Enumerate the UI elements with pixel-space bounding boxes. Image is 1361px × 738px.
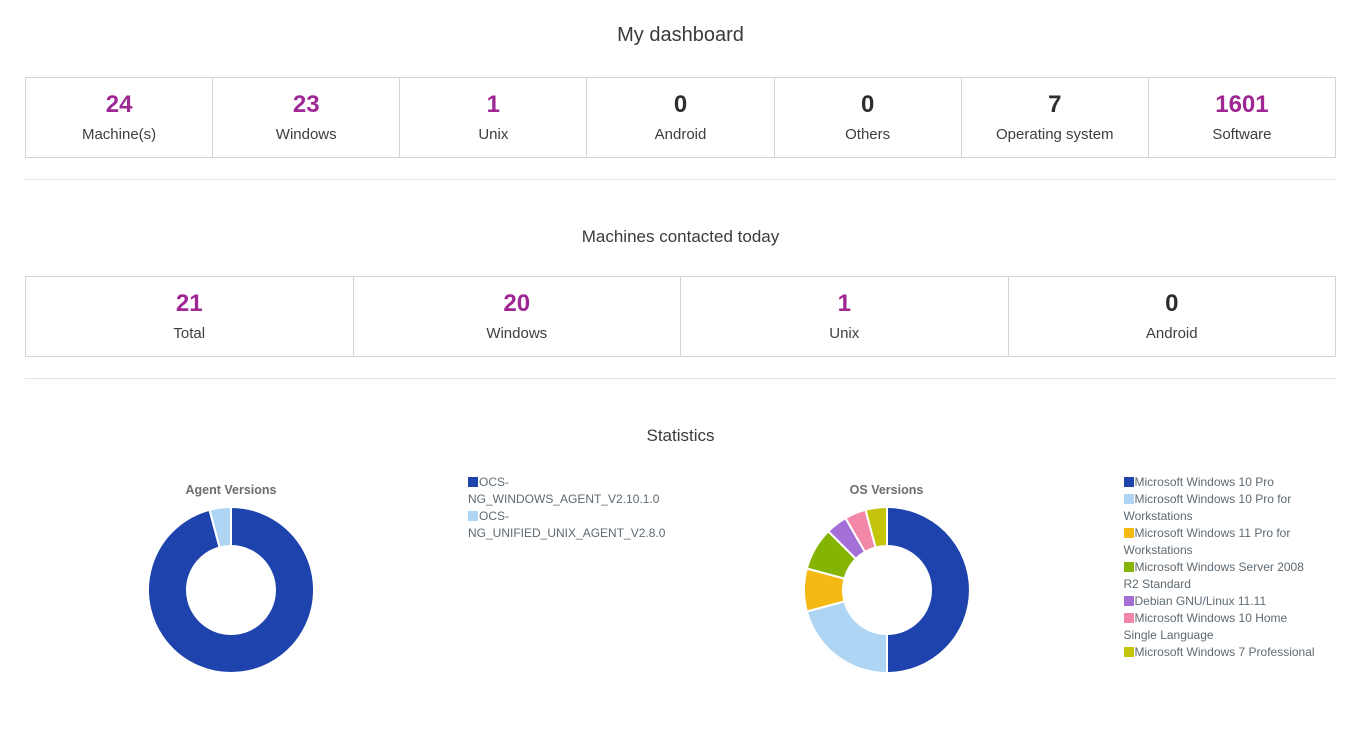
card-others-value: 0	[860, 90, 875, 118]
os-versions-legend-list: Microsoft Windows 10 Pro Microsoft Window…	[1123, 474, 1323, 661]
page-title: My dashboard	[617, 24, 744, 46]
card-others: 0 Others	[774, 78, 962, 157]
card-operating-system-label: Operating system	[996, 126, 1114, 144]
legend-swatch-icon	[1123, 596, 1134, 606]
legend-label: Microsoft Windows Server 2008 R2 Standar…	[1123, 560, 1304, 591]
summary-card-row: 24 Machine(s) 23 Windows 1 Unix 0 Androi…	[25, 77, 1336, 158]
legend-item[interactable]: Microsoft Windows Server 2008 R2 Standar…	[1123, 559, 1323, 593]
card-contacted-android-label: Android	[1145, 325, 1198, 343]
card-software-label: Software	[1212, 126, 1272, 144]
agent-versions-chart-group: Agent Versions OCS-NG_WINDOWS_AGENT_V2.1…	[25, 473, 681, 679]
card-windows-value[interactable]: 23	[292, 90, 320, 118]
agent-versions-donut-chart	[147, 506, 315, 674]
os-versions-chart-title: OS Versions	[849, 483, 924, 497]
card-contacted-windows-label: Windows	[486, 325, 548, 343]
card-contacted-total[interactable]: 21 Total	[26, 277, 354, 356]
legend-label: Debian GNU/Linux 11.11	[1134, 594, 1267, 608]
card-unix-value[interactable]: 1	[486, 90, 501, 118]
donut-slice[interactable]	[885, 506, 971, 674]
card-software[interactable]: 1601 Software	[1148, 78, 1335, 157]
divider	[25, 179, 1336, 180]
legend-item[interactable]: Microsoft Windows 10 Pro	[1123, 474, 1323, 491]
os-versions-chart-group: OS Versions Microsoft Windows 10 Pro Micr…	[681, 473, 1337, 679]
legend-swatch-icon	[1123, 494, 1134, 504]
legend-item[interactable]: Debian GNU/Linux 11.11	[1123, 593, 1323, 610]
statistics-section-title: Statistics	[646, 426, 715, 445]
legend-label: Microsoft Windows 10 Pro for Workstation…	[1123, 492, 1292, 523]
legend-swatch-icon	[468, 511, 478, 521]
card-machines-label: Machine(s)	[81, 126, 157, 144]
card-unix-label: Unix	[478, 126, 509, 144]
legend-swatch-icon	[468, 477, 478, 487]
legend-label: OCS-NG_WINDOWS_AGENT_V2.10.1.0	[468, 475, 660, 506]
legend-label: Microsoft Windows 10 Pro	[1134, 475, 1274, 489]
os-versions-legend: Microsoft Windows 10 Pro Microsoft Window…	[1093, 473, 1337, 679]
legend-label: Microsoft Windows 7 Professional	[1134, 645, 1315, 659]
legend-swatch-icon	[1123, 647, 1134, 657]
legend-swatch-icon	[1123, 477, 1134, 487]
card-windows[interactable]: 23 Windows	[213, 78, 401, 157]
card-unix[interactable]: 1 Unix	[400, 78, 588, 157]
legend-item[interactable]: Microsoft Windows 11 Pro for Workstation…	[1123, 525, 1323, 559]
contacted-section-title: Machines contacted today	[581, 227, 780, 246]
agent-versions-chart: Agent Versions	[25, 473, 437, 679]
card-others-label: Others	[845, 126, 891, 144]
card-contacted-unix[interactable]: 1 Unix	[681, 277, 1009, 356]
agent-versions-legend-list: OCS-NG_WINDOWS_AGENT_V2.10.1.0 OCS-NG_UNI…	[468, 474, 678, 542]
card-contacted-android: 0 Android	[1008, 277, 1335, 356]
card-contacted-windows-value[interactable]: 20	[503, 289, 531, 317]
legend-label: Microsoft Windows 10 Home Single Languag…	[1123, 611, 1288, 642]
card-machines-value[interactable]: 24	[105, 90, 133, 118]
contacted-card-row: 21 Total 20 Windows 1 Unix 0 Android	[25, 276, 1336, 357]
card-windows-label: Windows	[275, 126, 337, 144]
os-versions-chart: OS Versions	[681, 473, 1093, 679]
card-contacted-total-label: Total	[173, 325, 206, 343]
statistics-charts-row: Agent Versions OCS-NG_WINDOWS_AGENT_V2.1…	[25, 473, 1336, 679]
card-contacted-android-value: 0	[1165, 289, 1179, 317]
card-contacted-total-value[interactable]: 21	[175, 289, 203, 317]
legend-swatch-icon	[1123, 528, 1134, 538]
card-contacted-windows[interactable]: 20 Windows	[353, 277, 681, 356]
card-android-value: 0	[673, 90, 688, 118]
legend-item[interactable]: Microsoft Windows 10 Pro for Workstation…	[1123, 491, 1323, 525]
agent-versions-chart-title: Agent Versions	[185, 483, 277, 497]
legend-swatch-icon	[1123, 562, 1134, 572]
card-machines[interactable]: 24 Machine(s)	[26, 78, 214, 157]
legend-item[interactable]: OCS-NG_UNIFIED_UNIX_AGENT_V2.8.0	[468, 508, 678, 542]
card-contacted-unix-label: Unix	[829, 325, 860, 343]
card-android: 0 Android	[587, 78, 775, 157]
legend-swatch-icon	[1123, 613, 1134, 623]
donut-slice[interactable]	[208, 506, 232, 549]
card-contacted-unix-value[interactable]: 1	[837, 289, 851, 317]
donut-slice[interactable]	[805, 600, 888, 674]
legend-label: Microsoft Windows 11 Pro for Workstation…	[1123, 526, 1291, 557]
donut-slice[interactable]	[147, 506, 315, 674]
card-software-value[interactable]: 1601	[1215, 90, 1269, 118]
legend-item[interactable]: Microsoft Windows 7 Professional	[1123, 644, 1323, 661]
card-operating-system: 7 Operating system	[961, 78, 1149, 157]
os-versions-donut-chart	[802, 506, 971, 674]
legend-item[interactable]: Microsoft Windows 10 Home Single Languag…	[1123, 610, 1323, 644]
card-operating-system-value: 7	[1048, 90, 1062, 118]
donut-slice[interactable]	[863, 506, 888, 549]
agent-versions-legend: OCS-NG_WINDOWS_AGENT_V2.10.1.0 OCS-NG_UNI…	[437, 473, 681, 679]
legend-item[interactable]: OCS-NG_WINDOWS_AGENT_V2.10.1.0	[468, 474, 678, 508]
card-android-label: Android	[654, 126, 707, 144]
legend-label: OCS-NG_UNIFIED_UNIX_AGENT_V2.8.0	[468, 509, 666, 540]
divider	[25, 378, 1336, 379]
